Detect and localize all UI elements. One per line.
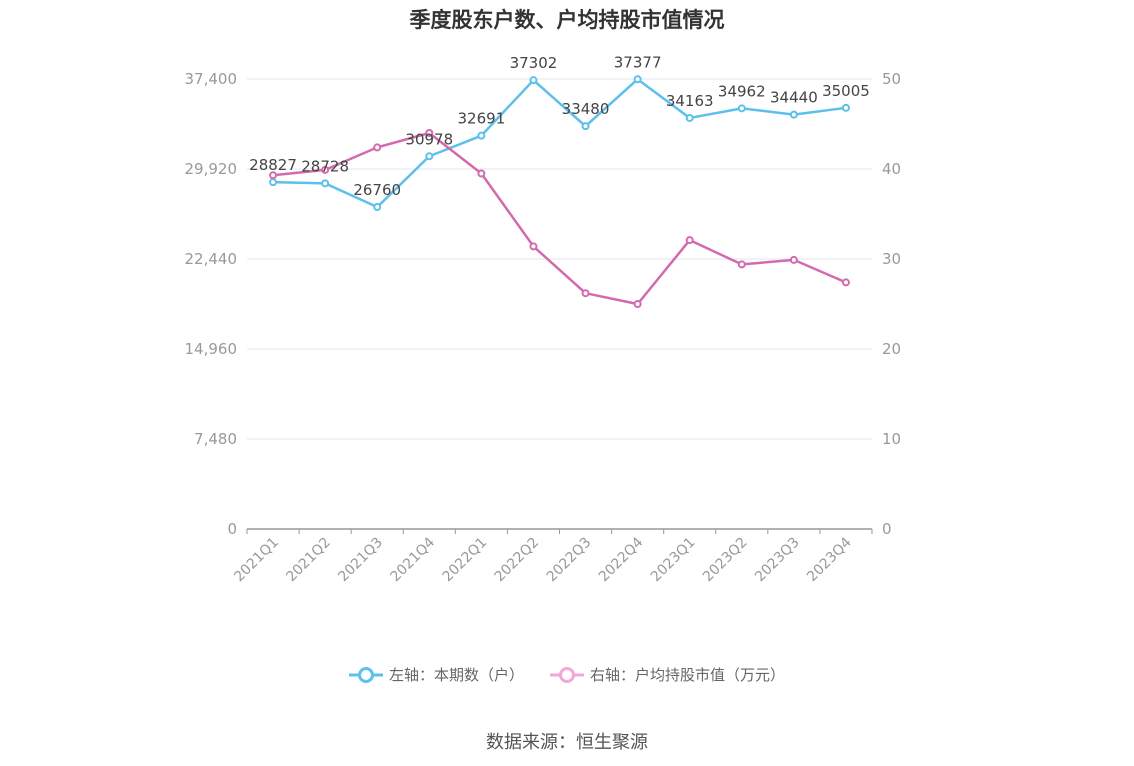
data-label: 34163 — [666, 92, 714, 110]
x-tick-label: 2023Q2 — [700, 535, 751, 586]
legend-item-right-series[interactable]: 右轴：户均持股市值（万元） — [550, 664, 785, 685]
x-tick-label: 2021Q1 — [231, 535, 282, 586]
left-tick-label: 14,960 — [185, 340, 238, 358]
x-tick-label: 2023Q1 — [648, 535, 699, 586]
x-tick-label: 2022Q4 — [596, 534, 647, 585]
avg-holding-value-point — [789, 255, 798, 264]
avg-holding-value-point — [737, 260, 746, 269]
legend-item-left-series[interactable]: 左轴：本期数（户） — [348, 664, 524, 685]
data-label: 33480 — [562, 100, 610, 118]
avg-holding-value-point — [425, 129, 434, 137]
holders-count-point — [841, 103, 850, 112]
holders-count-point — [321, 179, 330, 188]
legend: 左轴：本期数（户） 右轴：户均持股市值（万元） — [0, 664, 1134, 685]
x-tick-label: 2021Q3 — [335, 535, 386, 586]
grid-lines — [247, 78, 872, 440]
avg-holding-value-point — [633, 300, 642, 308]
x-tick-label: 2023Q3 — [752, 535, 803, 586]
right-tick-label: 20 — [882, 340, 901, 358]
avg-holding-value-point — [841, 278, 850, 287]
right-tick-label: 0 — [882, 520, 892, 538]
holders-count-line — [273, 78, 847, 209]
legend-label-right: 右轴：户均持股市值（万元） — [590, 666, 786, 684]
data-label: 34440 — [770, 89, 818, 107]
left-tick-label: 7,480 — [194, 430, 237, 448]
data-label: 28827 — [249, 156, 297, 174]
right-tick-label: 10 — [882, 430, 901, 448]
holders-count-point — [633, 75, 642, 84]
avg-holding-value-point — [581, 289, 590, 298]
holders-count-point — [269, 178, 278, 187]
avg-holding-value-point — [321, 165, 330, 174]
holders-count-point — [373, 203, 382, 212]
chart-title: 季度股东户数、户均持股市值情况 — [409, 8, 725, 32]
data-label: 35005 — [822, 82, 870, 100]
avg-holding-value-point — [269, 171, 278, 180]
holders-count-point — [737, 104, 746, 113]
right-tick-label: 40 — [882, 160, 901, 178]
series-lines — [269, 75, 850, 308]
x-tick-label: 2021Q2 — [283, 535, 334, 586]
holders-count-point — [425, 152, 434, 161]
left-tick-label: 29,920 — [185, 160, 238, 178]
axes: 0 7,480 14,960 22,440 29,920 37,400 0 10 20 30 40 5… — [185, 70, 902, 585]
source-note: 数据来源：恒生聚源 — [486, 732, 648, 753]
left-tick-label: 0 — [227, 520, 237, 538]
line-chart: 0 7,480 14,960 22,440 29,920 37,400 0 10 20 30 40 5… — [185, 53, 902, 585]
holders-count-point — [581, 122, 590, 131]
data-label: 37377 — [614, 53, 662, 71]
legend-line-circle-icon — [550, 666, 584, 683]
holders-count-point — [789, 110, 798, 119]
holders-count-point — [529, 76, 538, 85]
data-label: 32691 — [458, 110, 506, 128]
data-label: 30978 — [405, 130, 453, 148]
x-tick-label: 2023Q4 — [804, 534, 855, 585]
x-tick-label: 2022Q3 — [544, 535, 595, 586]
x-tick-label: 2021Q4 — [388, 534, 439, 585]
avg-holding-value-point — [373, 143, 382, 152]
legend-line-circle-icon — [348, 666, 383, 683]
right-tick-label: 30 — [882, 250, 901, 268]
holders-count-point — [685, 113, 694, 122]
left-tick-label: 37,400 — [185, 70, 238, 88]
avg-holding-value-point — [529, 242, 538, 251]
x-tick-label: 2022Q1 — [440, 535, 491, 586]
data-label: 28728 — [301, 157, 349, 175]
avg-holding-value-point — [685, 236, 694, 245]
data-label: 26760 — [353, 181, 401, 199]
avg-holding-value-line — [272, 131, 847, 306]
avg-holding-value-point — [477, 169, 486, 178]
left-tick-label: 22,440 — [185, 250, 238, 268]
data-label: 34962 — [718, 82, 766, 100]
holders-count-point — [477, 131, 486, 140]
legend-label-left: 左轴：本期数（户） — [388, 666, 524, 684]
x-tick-label: 2022Q2 — [492, 535, 543, 586]
right-tick-label: 50 — [882, 70, 901, 88]
data-label: 37302 — [510, 54, 558, 72]
